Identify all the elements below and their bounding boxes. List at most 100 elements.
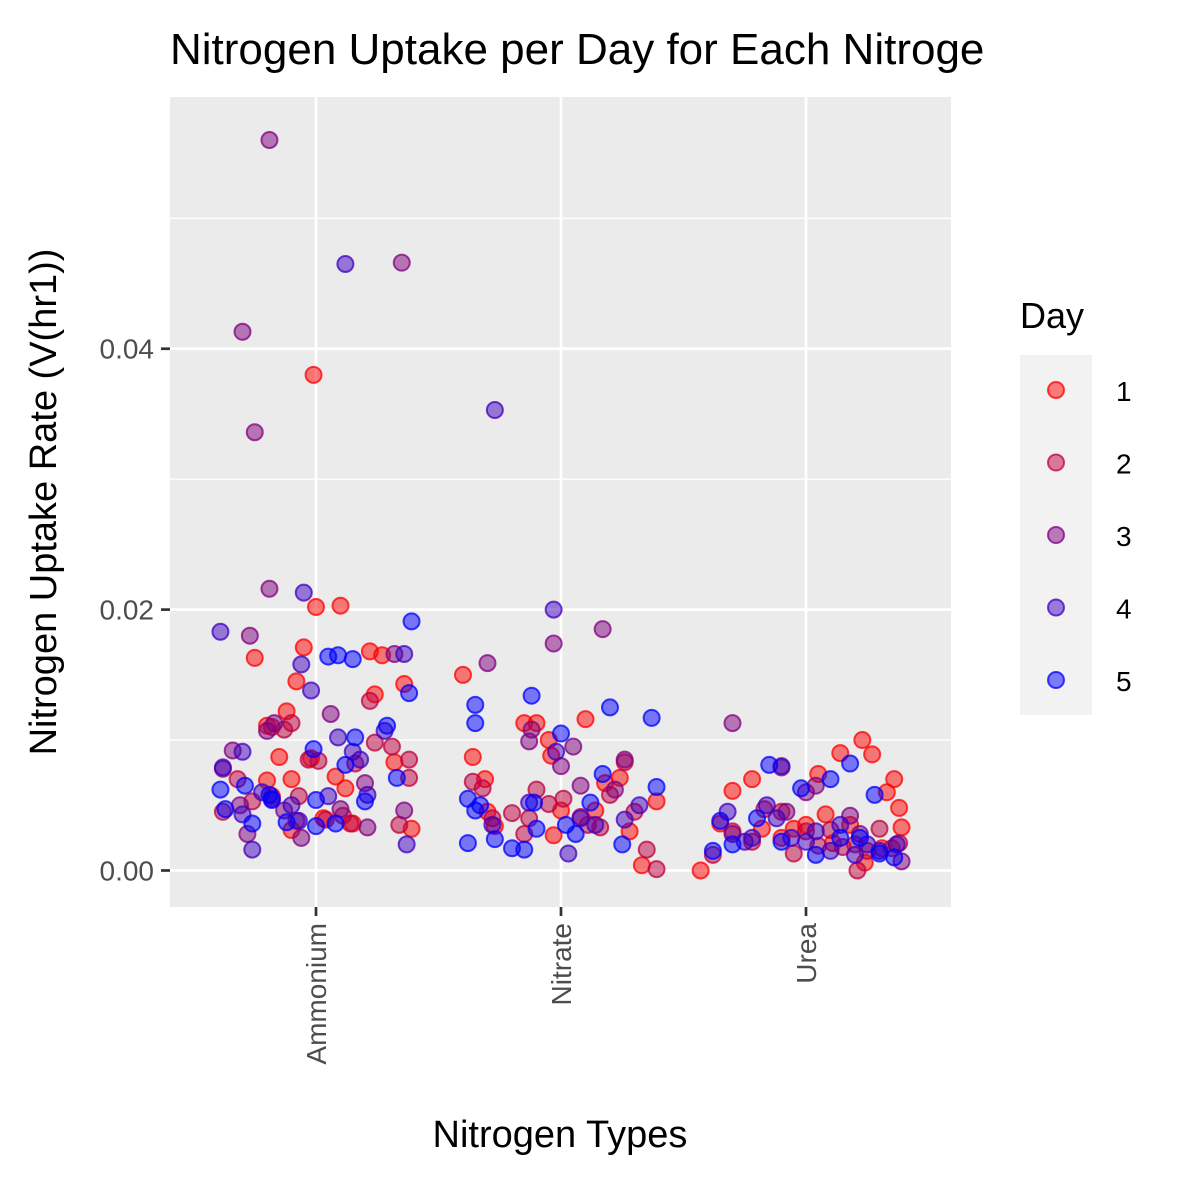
legend-key-day-4	[1047, 598, 1065, 617]
data-point-day-5	[304, 740, 323, 759]
data-point-day-5	[346, 728, 365, 747]
data-point-day-4	[213, 758, 232, 777]
data-point-day-4	[615, 810, 634, 829]
data-point-day-5	[356, 792, 374, 811]
data-point-day-2	[365, 733, 384, 752]
data-point-day-5	[402, 612, 421, 631]
data-point-day-1	[723, 781, 742, 800]
data-point-day-5	[471, 796, 490, 815]
data-point-day-5	[885, 848, 904, 867]
data-point-day-3	[240, 626, 259, 645]
legend-key-day-1	[1047, 381, 1065, 399]
data-point-day-2	[637, 840, 656, 859]
data-point-day-1	[632, 856, 651, 875]
data-point-day-3	[392, 253, 411, 272]
data-point-day-3	[806, 776, 825, 795]
data-point-day-1	[245, 648, 264, 667]
data-point-day-5	[613, 835, 632, 854]
data-point-day-4	[292, 655, 311, 674]
data-point-day-5	[806, 845, 825, 864]
data-point-day-2	[848, 861, 867, 880]
data-point-day-5	[792, 779, 811, 798]
legend-key-day-3	[1047, 526, 1065, 544]
data-point-day-5	[711, 811, 730, 830]
data-point-day-5	[336, 755, 355, 774]
y-axis-title: Nitrogen Uptake Rate (V(hr1))	[23, 249, 65, 756]
data-point-day-4	[211, 622, 230, 641]
data-point-day-4	[806, 822, 825, 841]
data-point-day-5	[400, 684, 419, 703]
data-point-day-4	[743, 828, 762, 847]
data-point-day-5	[870, 844, 889, 863]
data-point-day-5	[760, 755, 779, 774]
data-point-day-4	[233, 742, 252, 761]
x-axis-title: Nitrogen Types	[433, 1114, 688, 1156]
data-point-day-4	[282, 796, 301, 815]
data-point-day-3	[564, 737, 583, 756]
x-tick-label: Nitrate	[546, 923, 577, 1005]
legend-title: Day	[1020, 295, 1084, 336]
data-point-day-5	[527, 819, 546, 838]
data-point-day-3	[615, 750, 634, 769]
data-point-day-3	[292, 828, 311, 847]
data-point-day-5	[850, 828, 869, 847]
data-point-day-5	[211, 780, 230, 799]
data-point-day-5	[243, 814, 262, 833]
data-point-day-4	[329, 728, 348, 747]
data-point-day-4	[586, 815, 605, 834]
data-point-day-1	[885, 770, 904, 789]
data-point-day-1	[463, 748, 482, 766]
data-point-day-5	[642, 708, 661, 727]
data-point-day-4	[395, 644, 414, 663]
data-point-day-4	[302, 681, 321, 700]
legend-label-day-1: 1	[1116, 376, 1132, 407]
data-point-day-4	[336, 254, 355, 273]
data-point-day-1	[331, 596, 350, 615]
data-point-day-5	[581, 793, 600, 812]
data-point-day-5	[552, 724, 570, 743]
data-point-day-4	[571, 809, 590, 828]
data-point-day-4	[547, 742, 566, 761]
data-point-day-2	[539, 794, 558, 813]
data-point-day-1	[294, 638, 313, 657]
data-point-day-1	[326, 767, 345, 786]
data-point-day-5	[831, 828, 850, 847]
data-point-day-5	[235, 776, 254, 795]
data-point-day-5	[566, 824, 585, 843]
legend-label-day-2: 2	[1116, 449, 1132, 480]
data-point-day-5	[515, 840, 534, 859]
data-point-day-3	[358, 818, 377, 837]
data-point-day-2	[473, 779, 492, 798]
data-point-day-3	[723, 714, 742, 733]
y-tick-label: 0.02	[100, 595, 155, 626]
data-point-day-5	[277, 813, 296, 832]
data-point-day-5	[458, 834, 477, 853]
data-point-day-4	[483, 815, 502, 834]
data-point-day-3	[233, 322, 252, 341]
data-point-day-3	[265, 714, 284, 733]
data-point-day-2	[400, 750, 419, 769]
data-point-day-3	[260, 131, 279, 150]
data-point-day-2	[647, 860, 666, 879]
data-point-day-4	[630, 796, 649, 815]
data-point-day-5	[723, 835, 742, 854]
y-tick-label: 0.00	[100, 855, 155, 886]
data-point-day-5	[601, 698, 619, 717]
data-point-day-5	[329, 646, 348, 665]
data-point-day-4	[351, 750, 370, 769]
data-points	[211, 131, 911, 880]
data-point-day-4	[397, 835, 416, 854]
legend: Day 1 2 3 4 5	[1020, 295, 1132, 715]
data-point-day-5	[378, 716, 397, 735]
data-point-day-1	[336, 779, 355, 798]
chart-title: Nitrogen Uptake per Day for Each Nitroge	[170, 25, 984, 74]
data-point-day-2	[554, 789, 573, 808]
data-point-day-1	[691, 861, 710, 880]
data-point-day-5	[647, 778, 666, 796]
y-tick-label: 0.04	[100, 334, 155, 365]
data-point-day-2	[870, 819, 889, 838]
data-point-day-5	[748, 809, 766, 828]
x-tick-label: Urea	[791, 923, 822, 984]
data-point-day-1	[892, 818, 911, 837]
